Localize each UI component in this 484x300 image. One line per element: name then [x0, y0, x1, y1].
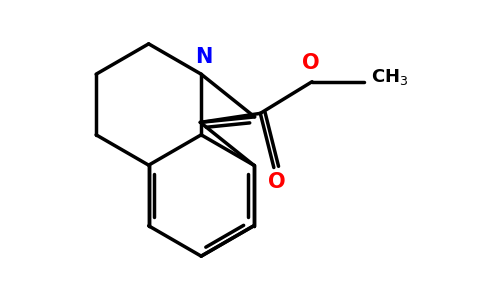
- Text: O: O: [302, 52, 319, 73]
- Text: CH$_3$: CH$_3$: [371, 68, 408, 88]
- Text: O: O: [268, 172, 286, 192]
- Text: N: N: [196, 47, 213, 67]
